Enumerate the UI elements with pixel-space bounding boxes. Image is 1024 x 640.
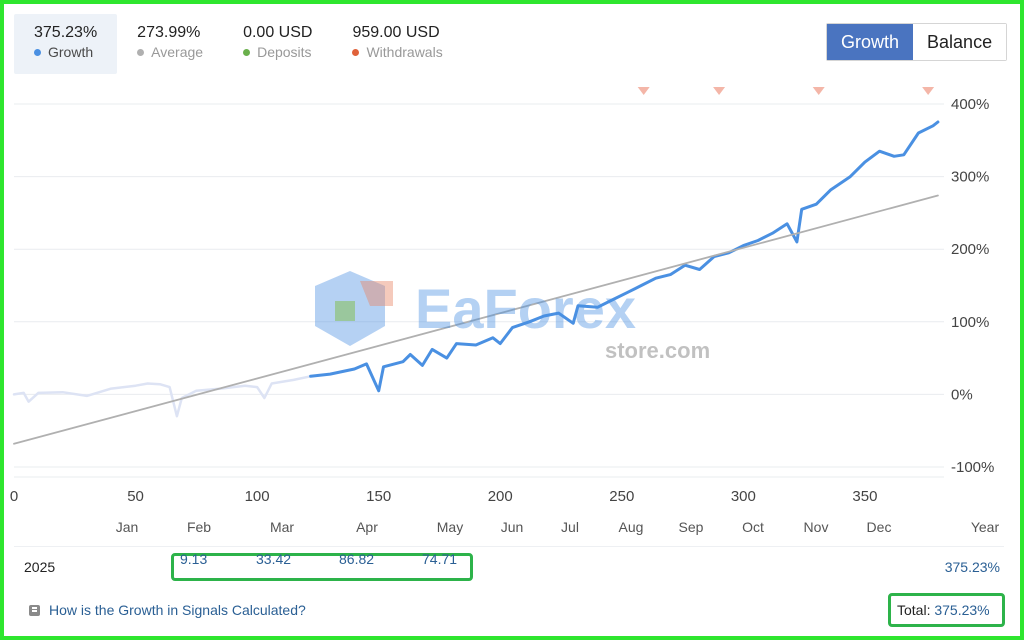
month-label: Apr [356,519,378,535]
month-label: Jan [116,519,139,535]
month-label: Sep [679,519,704,535]
stat-value: 273.99% [137,24,201,41]
x-tick-label: 200 [488,488,513,505]
info-icon [29,604,40,616]
y-tick-label: 100% [951,314,989,331]
series-line-0 [12,375,312,418]
stats-bar: 375.23% Growth 273.99% Average 0.00 USD … [14,14,463,74]
month-value-mar: 33.42 [256,551,292,567]
y-tick-label: 0% [951,386,973,403]
year-total: 375.23% [944,559,1000,575]
month-label: Nov [804,519,829,535]
stat-withdrawals[interactable]: 959.00 USD Withdrawals [332,14,462,74]
month-label: May [437,519,463,535]
watermark-subtext: store.com [605,338,710,363]
month-label: Dec [867,519,892,535]
y-tick-label: 300% [951,169,989,186]
month-label: Mar [270,519,294,535]
stat-deposits[interactable]: 0.00 USD Deposits [223,14,332,74]
withdrawal-marker-icon [812,87,825,95]
month-label: Jul [561,519,579,535]
growth-chart: 400% 300% 200% 100% 0% -100% 0 50 100 150 200 250 3… [10,87,1000,535]
withdrawal-marker-icon [637,87,650,95]
balance-button[interactable]: Balance [913,24,1007,60]
series-line-2 [13,194,939,445]
legend-dot-icon [34,48,41,56]
stat-value: 0.00 USD [243,24,313,41]
total-label: Total: [897,602,931,618]
stat-average[interactable]: 273.99% Average [117,14,223,74]
month-label: Feb [187,519,211,535]
month-value-apr: 86.82 [339,551,375,567]
watermark-logo: EaForex store.com [315,271,710,363]
x-tick-label: 300 [731,488,756,505]
stat-label: Deposits [257,44,312,60]
y-tick-label: -100% [951,459,994,476]
legend-dot-icon [243,48,251,56]
year-summary-row: 2025 9.13 33.42 86.82 74.71 375.23% [14,546,1004,589]
stat-growth[interactable]: 375.23% Growth [14,14,118,74]
series-line-1 [309,120,940,393]
growth-help-link[interactable]: How is the Growth in Signals Calculated? [29,602,306,618]
legend-dot-icon [352,48,360,56]
month-label: Oct [742,519,764,535]
stat-label: Average [151,44,204,60]
month-value-may: 74.71 [422,551,458,567]
total-value: 375.23% [934,602,990,618]
withdrawal-marker-icon [713,87,726,95]
chart-mode-toggle: Growth Balance [826,23,1008,61]
month-label: Year [971,519,1000,535]
stat-label: Growth [48,44,94,60]
x-tick-label: 150 [366,488,391,505]
x-tick-label: 50 [127,488,144,505]
year-label: 2025 [24,559,56,575]
total-summary: Total: 375.23% [888,593,1005,627]
month-label: Jun [501,519,524,535]
x-tick-label: 250 [609,488,634,505]
x-tick-label: 350 [852,488,877,505]
watermark-text: EaForex [415,277,636,340]
x-tick-label: 0 [10,488,18,505]
month-value-feb: 9.13 [180,551,208,567]
month-label: Aug [619,519,644,535]
x-tick-label: 100 [245,488,270,505]
monthly-values-highlight [171,553,473,581]
stat-label: Withdrawals [366,44,443,60]
y-tick-label: 400% [951,96,989,113]
y-tick-label: 200% [951,241,989,258]
withdrawal-marker-icon [922,87,935,95]
growth-button[interactable]: Growth [827,24,914,60]
help-link-text: How is the Growth in Signals Calculated? [49,602,306,618]
legend-dot-icon [137,48,145,56]
stat-value: 959.00 USD [352,24,440,41]
stat-value: 375.23% [34,24,98,41]
